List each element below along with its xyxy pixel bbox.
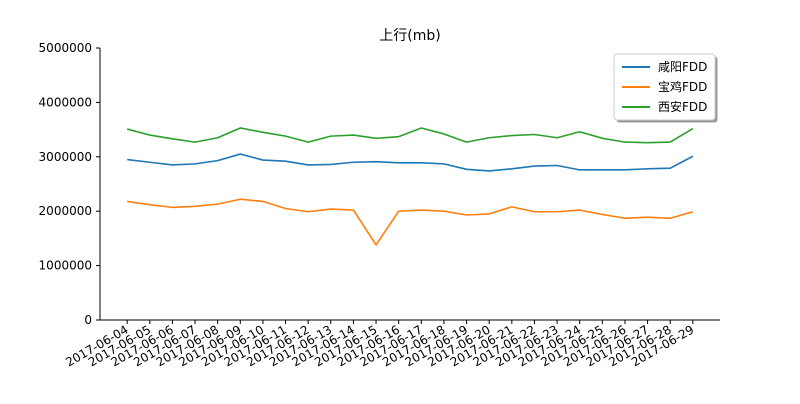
y-tick-label: 5000000 [39,41,92,55]
y-tick-label: 1000000 [39,259,92,273]
chart-title: 上行(mb) [379,28,440,44]
legend-label-3: 西安FDD [658,99,707,114]
y-tick-label: 4000000 [39,95,92,109]
series-line-3 [126,127,694,144]
y-tick-label: 0 [84,313,92,327]
y-tick-label: 3000000 [39,150,92,164]
legend: 咸阳FDD 宝鸡FDD 西安FDD [613,53,718,123]
legend-label-2: 宝鸡FDD [658,79,707,94]
series-group [126,127,694,246]
y-tick-label: 2000000 [39,204,92,218]
series-line-2 [127,198,694,246]
series-line-1 [127,153,694,172]
legend-box [613,53,716,121]
legend-label-1: 咸阳FDD [658,60,707,74]
